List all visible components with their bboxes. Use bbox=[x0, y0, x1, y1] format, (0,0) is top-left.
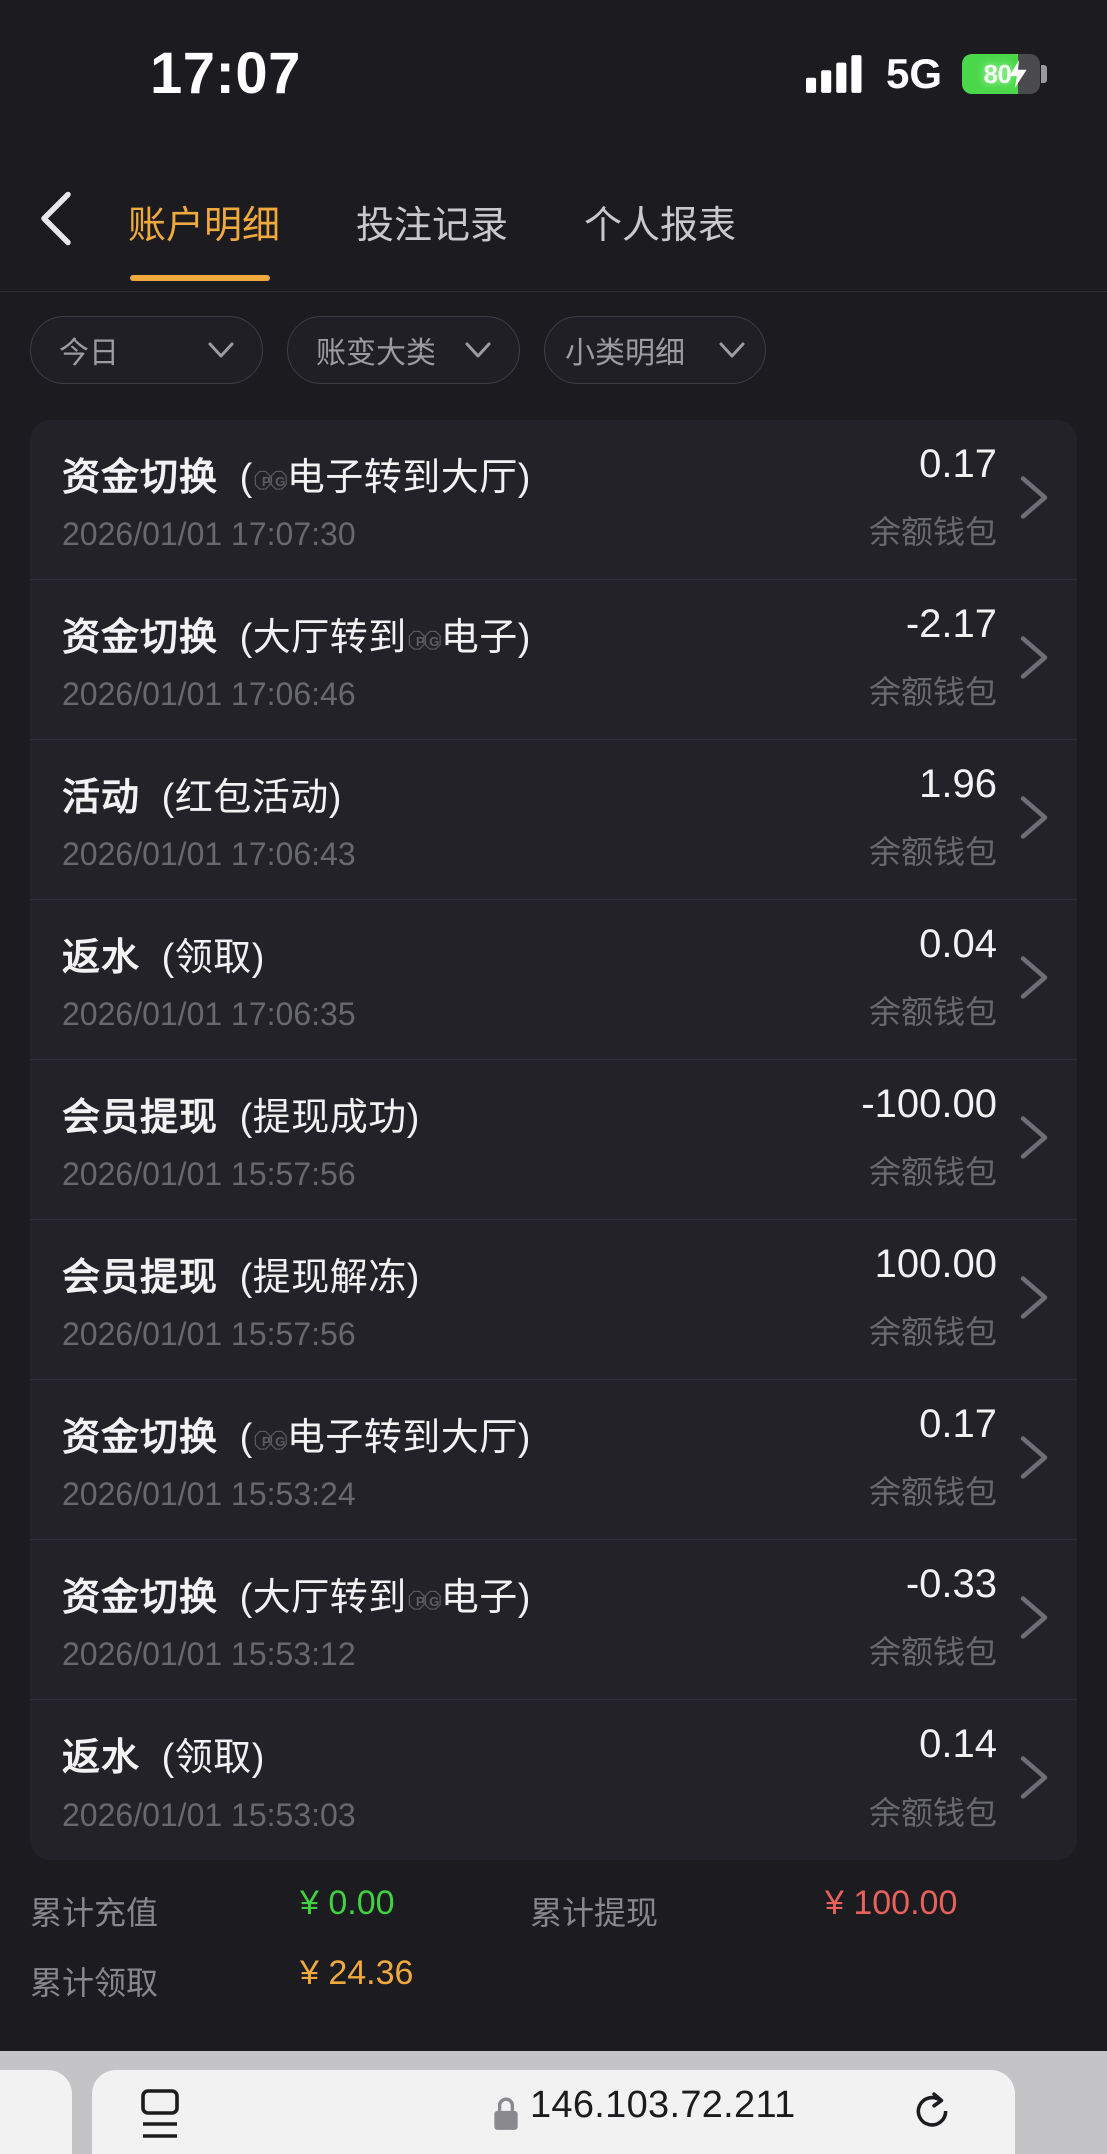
svg-text:G: G bbox=[275, 474, 286, 489]
svg-text:P: P bbox=[262, 474, 271, 489]
svg-text:G: G bbox=[429, 1594, 440, 1609]
svg-text:G: G bbox=[429, 634, 440, 649]
svg-text:G: G bbox=[275, 1434, 286, 1449]
svg-text:P: P bbox=[416, 634, 425, 649]
svg-text:P: P bbox=[262, 1434, 271, 1449]
svg-text:P: P bbox=[416, 1594, 425, 1609]
